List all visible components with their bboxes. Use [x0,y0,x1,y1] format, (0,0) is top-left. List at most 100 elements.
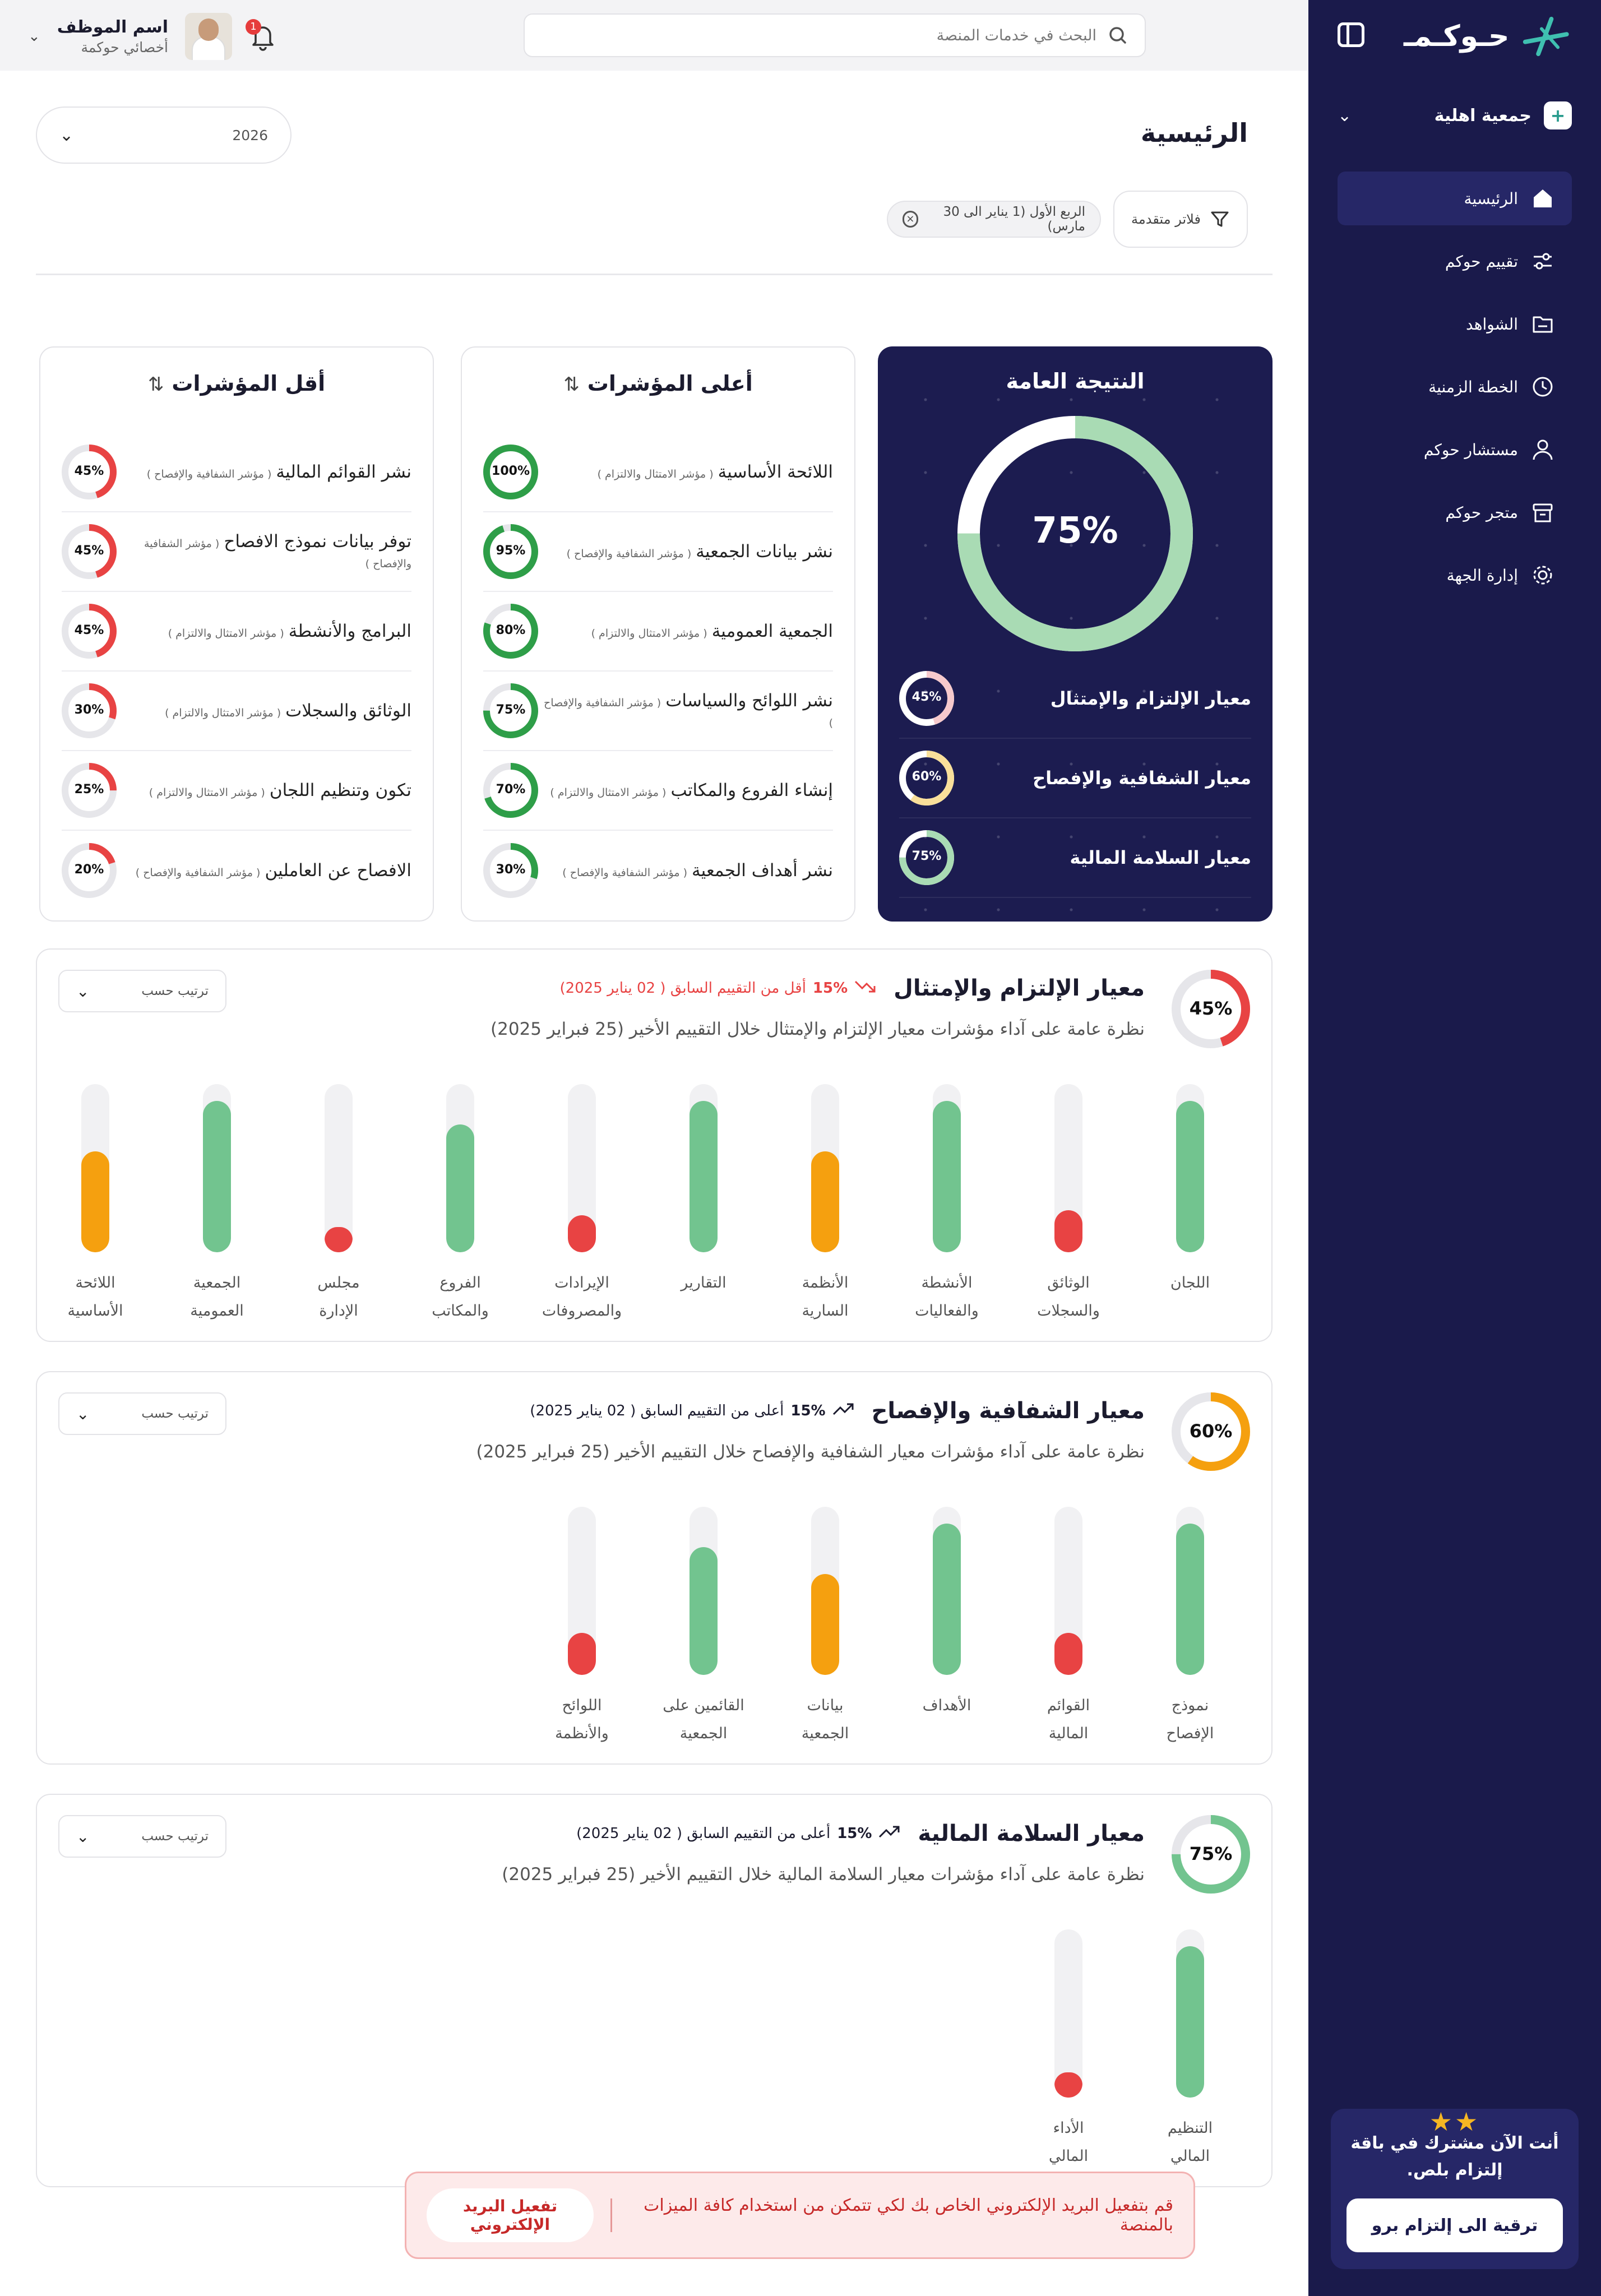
bar[interactable] [811,1507,839,1675]
indicator-label: اللائحة الأساسية [718,462,833,482]
section-subtitle: نظرة عامة على آداء مؤشرات معيار الإلتزام… [491,1019,1145,1039]
indicator-row[interactable]: نشر أهداف الجمعية ( مؤشر الشفافية والإفصا… [483,831,833,910]
sidebar-item-label: الخطة الزمنية [1428,377,1518,396]
indicator-row[interactable]: توفر بيانات نموذج الافصاح( مؤشر الشفافية… [62,512,411,592]
bar-chart: نموذج الإفصاح القوائم المالية الأهداف بيانات ا… [37,1372,1271,1763]
notification-bell-icon[interactable]: 1 [246,19,277,52]
search-input[interactable]: البحث في خدمات المنصة [936,26,1096,44]
app-logo[interactable]: حـوكـمـ [1404,12,1572,61]
sidebar-item[interactable]: متجر حوكم [1338,485,1572,539]
gear-icon [1530,563,1555,587]
sidebar-item[interactable]: إدارة الجهة [1338,548,1572,602]
bar[interactable] [81,1084,109,1252]
bar-label-line: الفروع [439,1274,481,1292]
bar[interactable] [1054,1084,1082,1252]
bar[interactable] [568,1507,596,1675]
indicator-value: 45% [74,544,104,558]
indicator-name: الجمعية العمومية ( مؤشر الامتثال والالتزا… [591,621,833,641]
indicator-row[interactable]: نشر اللوائح والسياسات( مؤشر الشفافية وال… [483,672,833,751]
indicator-row[interactable]: اللائحة الأساسية ( مؤشر الامتثال والالتزا… [483,433,833,512]
indicator-row[interactable]: نشر القوائم المالية ( مؤشر الشفافية والإف… [62,433,411,512]
bar[interactable] [203,1084,231,1252]
bar-label: القائمين على الجمعية [656,1692,751,1748]
page-title: الرئيسية [1140,118,1248,148]
filter-icon [1211,211,1229,227]
avatar[interactable] [185,13,233,60]
bar-label-line: اللوائح [562,1697,602,1714]
bar[interactable] [1054,1929,1082,2098]
sort-select[interactable]: ⌄ ترتيب حسب [58,1815,226,1858]
email-activation-toast: قم بتفعيل البريد الإلكتروني الخاص بك لكي… [405,2172,1195,2259]
indicator-row[interactable]: تكون وتنظيم اللجان ( مؤشر الامتثال والالت… [62,751,411,831]
home-icon [1530,186,1555,211]
criterion-row[interactable]: معيار الشفافية والإفصاح 60% [899,739,1251,818]
ring-progress [483,524,538,579]
criterion-row[interactable]: معيار السلامة المالية 75% [899,818,1251,898]
sort-icon[interactable]: ⇅ [147,373,164,396]
sidebar-item[interactable]: الشواهد [1338,297,1572,351]
indicator-row[interactable]: إنشاء الفروع والمكاتب( مؤشر الامتثال وال… [483,751,833,831]
user-icon [1530,437,1555,462]
bar[interactable] [1176,1507,1204,1675]
indicator-ring: 95% [483,524,538,579]
upgrade-button[interactable]: ترقية الى إلتزام برو [1346,2198,1563,2252]
indicator-name: إنشاء الفروع والمكاتب( مؤشر الامتثال وال… [550,780,833,800]
indicator-value: 80% [496,623,526,637]
sort-icon[interactable]: ⇅ [563,373,580,396]
bar[interactable] [933,1084,961,1252]
org-selector[interactable]: + جمعية اهلية ⌄ [1338,99,1572,132]
overall-value: 75% [1032,510,1118,552]
bar[interactable] [690,1507,718,1675]
year-select[interactable]: ⌄ 2026 [36,107,291,164]
indicator-row[interactable]: الوثائق والسجلات ( مؤشر الامتثال والالتزا… [62,672,411,751]
chevron-down-icon[interactable]: ⌄ [28,28,40,45]
ring-progress [62,683,117,738]
overall-ring: 75% [957,416,1193,651]
criterion-row[interactable]: معيار الإلتزام والإمتثال 45% [899,659,1251,739]
bar-label-line: الأنظمة [802,1274,849,1292]
bar[interactable] [811,1084,839,1252]
activate-email-button[interactable]: تفعيل البريد الإلكتروني [426,2188,594,2242]
bar[interactable] [933,1507,961,1675]
bar[interactable] [1176,1084,1204,1252]
bar-label-line: الأداء [1053,2119,1084,2137]
indicator-row[interactable]: البرامج والأنشطة ( مؤشر الامتثال والالتزا… [62,592,411,672]
criterion-name: معيار الشفافية والإفصاح [1033,767,1251,789]
bar[interactable] [1176,1929,1204,2098]
search-box[interactable]: البحث في خدمات المنصة [524,13,1146,57]
bar[interactable] [568,1084,596,1252]
bar-label: القوائم المالية [1021,1692,1116,1748]
sidebar-item[interactable]: الخطة الزمنية [1338,360,1572,414]
overall-score-card: النتيجة العامة 75% معيار الإلتزام والإمت… [878,346,1273,922]
bar[interactable] [1054,1507,1082,1675]
bar-label-line: والمكاتب [432,1302,489,1320]
bar[interactable] [325,1084,353,1252]
close-icon[interactable]: × [903,211,918,228]
trend-indicator: 15% أعلى من التقييم السابق ( 02 يناير 202… [576,1823,901,1844]
bar-chart: اللجان الوثائق والسجلات الأنشطة والفعاليات ال… [37,950,1271,1341]
ring-progress [62,445,117,499]
bar-label-line: مجلس [317,1274,360,1292]
sort-select[interactable]: ⌄ ترتيب حسب [58,1392,226,1435]
advanced-filters-button[interactable]: فلاتر متقدمة [1113,191,1248,248]
sidebar-item[interactable]: تقييم حوكم [1338,234,1572,288]
sidebar-toggle-icon[interactable] [1338,22,1364,47]
user-menu[interactable]: ⌄ اسم الموظف أخصائي حوكمة 1 [28,11,286,62]
indicator-tag: ( مؤشر الامتثال والالتزام ) [165,707,281,719]
indicator-row[interactable]: الافصاح عن العاملين ( مؤشر الشفافية والإف… [62,831,411,910]
indicator-row[interactable]: نشر بيانات الجمعية ( مؤشر الشفافية والإفص… [483,512,833,592]
bar[interactable] [446,1084,474,1252]
bar-fill [690,1101,718,1252]
indicator-tag: ( مؤشر الامتثال والالتزام ) [597,468,714,480]
bar-label-line: الأساسية [67,1302,123,1320]
indicator-label: الجمعية العمومية [711,621,833,641]
bar-label-line: والسجلات [1037,1302,1100,1320]
indicator-value: 30% [496,863,526,877]
sort-select[interactable]: ⌄ ترتيب حسب [58,970,226,1012]
bar[interactable] [690,1084,718,1252]
sidebar-item[interactable]: الرئيسية [1338,172,1572,225]
criterion-name: معيار الإلتزام والإمتثال [1050,688,1251,709]
sidebar-item[interactable]: مستشار حوكم [1338,423,1572,476]
clock-icon [1530,374,1555,399]
indicator-row[interactable]: الجمعية العمومية ( مؤشر الامتثال والالتزا… [483,592,833,672]
